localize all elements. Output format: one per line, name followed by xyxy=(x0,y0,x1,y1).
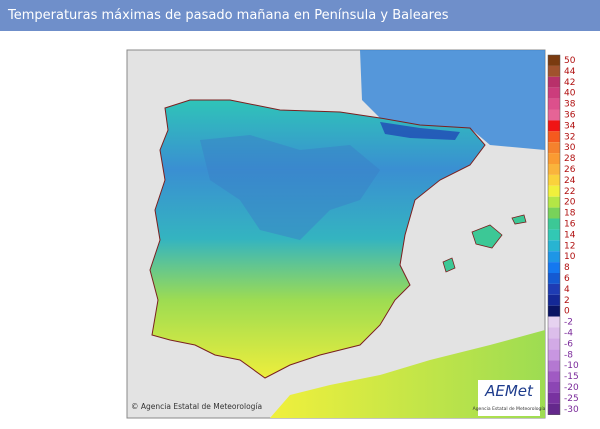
legend-swatch xyxy=(548,109,560,121)
legend: 5044424038363432302826242220181614121086… xyxy=(547,54,579,415)
legend-swatch xyxy=(548,262,560,273)
legend-label: -15 xyxy=(564,372,579,382)
legend-swatch xyxy=(548,87,560,99)
legend-label: -25 xyxy=(564,394,579,404)
legend-label: 38 xyxy=(564,100,576,110)
legend-label: 26 xyxy=(564,165,576,175)
mallorca xyxy=(471,224,503,249)
legend-swatch xyxy=(548,403,560,415)
legend-label: 0 xyxy=(564,307,570,317)
legend-swatch xyxy=(548,142,560,154)
legend-label: 34 xyxy=(564,121,576,131)
legend-swatch xyxy=(548,349,560,361)
legend-label: -6 xyxy=(564,339,573,349)
legend-label: 24 xyxy=(564,176,576,186)
legend-label: 2 xyxy=(564,296,570,306)
legend-swatch xyxy=(548,196,560,208)
legend-swatch xyxy=(548,305,560,317)
legend-border xyxy=(547,54,561,415)
legend-swatch xyxy=(548,218,560,230)
legend-label: 44 xyxy=(564,67,576,77)
legend-swatch xyxy=(548,153,560,164)
legend-swatch xyxy=(548,207,560,219)
legend-label: 32 xyxy=(564,132,575,142)
legend-label: 18 xyxy=(564,209,576,219)
header: Temperaturas máximas de pasado mañana en… xyxy=(0,0,600,31)
legend-swatch xyxy=(548,164,560,175)
legend-swatch xyxy=(548,229,560,241)
legend-swatch xyxy=(548,360,560,372)
legend-swatch xyxy=(548,338,560,350)
legend-label: 8 xyxy=(564,263,570,273)
pyrenees xyxy=(380,122,460,140)
legend-swatch xyxy=(548,283,560,295)
legend-label: 12 xyxy=(564,241,575,251)
legend-swatch xyxy=(548,251,560,263)
legend-swatch xyxy=(548,55,560,66)
legend-swatch xyxy=(548,240,560,252)
legend-swatch xyxy=(548,120,560,132)
legend-swatch xyxy=(548,382,560,393)
legend-label: -10 xyxy=(564,361,579,371)
attribution: © Agencia Estatal de Meteorología xyxy=(131,402,262,411)
legend-label: 20 xyxy=(564,198,576,208)
legend-swatch xyxy=(548,76,560,88)
legend-swatch xyxy=(548,327,560,339)
meseta-cool xyxy=(200,135,380,240)
legend-label: 30 xyxy=(564,143,576,153)
legend-swatch xyxy=(548,371,560,382)
north-africa xyxy=(270,330,545,418)
legend-label: 28 xyxy=(564,154,576,164)
legend-label: 36 xyxy=(564,110,576,120)
legend-label: -20 xyxy=(564,383,579,393)
legend-swatch xyxy=(548,174,560,186)
legend-swatch xyxy=(548,392,560,404)
legend-swatch xyxy=(548,294,560,306)
legend-swatch xyxy=(548,185,560,197)
legend-swatch xyxy=(548,65,560,77)
logo-subtitle: Agencia Estatal de Meteorología xyxy=(473,405,546,412)
legend-label: -30 xyxy=(564,405,579,415)
legend-label: 6 xyxy=(564,274,570,284)
legend-label: -4 xyxy=(564,328,573,338)
legend-swatch xyxy=(548,273,560,284)
legend-label: 50 xyxy=(564,56,576,66)
menorca xyxy=(511,214,527,225)
legend-swatch xyxy=(548,131,560,143)
legend-label: 40 xyxy=(564,89,576,99)
ibiza xyxy=(442,257,456,273)
legend-label: 16 xyxy=(564,219,576,229)
legend-label: -8 xyxy=(564,350,573,360)
legend-label: 42 xyxy=(564,78,575,88)
logo-name: AEMet xyxy=(484,382,534,400)
legend-swatch xyxy=(548,98,560,110)
france-area xyxy=(360,50,545,150)
logo-box xyxy=(478,380,540,416)
legend-label: 14 xyxy=(564,230,576,240)
legend-label: -2 xyxy=(564,318,573,328)
legend-swatch xyxy=(548,316,560,328)
legend-label: 4 xyxy=(564,285,570,295)
legend-label: 22 xyxy=(564,187,575,197)
legend-label: 10 xyxy=(564,252,576,262)
